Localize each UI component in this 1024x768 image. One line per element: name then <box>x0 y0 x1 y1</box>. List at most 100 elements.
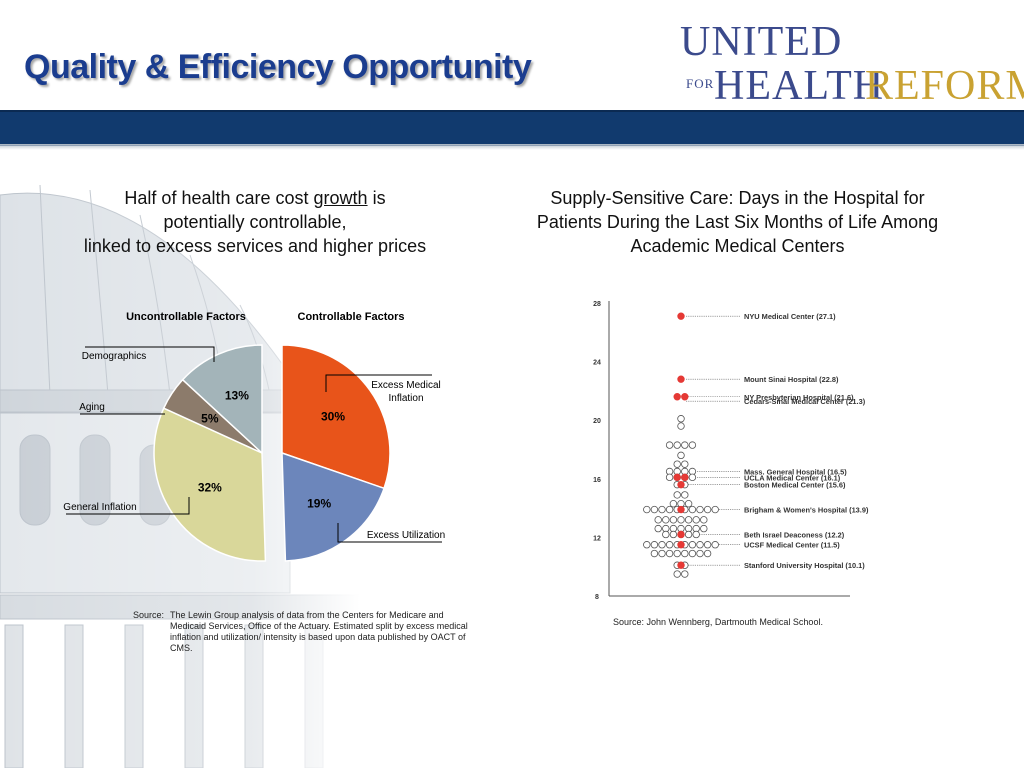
dot-other-hospital <box>673 491 681 499</box>
dot-chart-y-tick-label: 24 <box>593 360 601 367</box>
dot-other-hospital <box>688 505 697 514</box>
dot-other-hospital <box>688 541 697 549</box>
dot-hospital-label-ucla-medical-center-16-1: UCLA Medical Center (16.1) <box>744 473 841 482</box>
dot-hospital-label-mount-sinai-hospital-22-8: Mount Sinai Hospital (22.8) <box>744 375 839 384</box>
pie-slice-demographics <box>181 344 263 455</box>
dot-other-hospital <box>673 460 681 468</box>
dot-other-hospital <box>665 473 674 482</box>
pie-chart: Uncontrollable Factors Controllable Fact… <box>63 311 445 562</box>
dot-other-hospital <box>677 422 685 430</box>
dot-hospital-label-stanford-university-hospital-10-1: Stanford University Hospital (10.1) <box>744 561 865 570</box>
dot-highlighted-hospital <box>677 541 685 549</box>
dot-highlighted-hospital <box>677 561 685 569</box>
dot-other-hospital <box>654 516 662 524</box>
pie-title-line3: linked to excess services and higher pri… <box>83 236 427 256</box>
dot-other-hospital <box>665 441 674 449</box>
dot-title-line1: Supply-Sensitive Care: Days in the Hospi… <box>550 188 925 208</box>
dot-hospital-label-ny-presbyterian-hospital-21-6: NY Presbyterian Hospital (21.6) <box>744 393 854 402</box>
dot-other-hospital <box>692 530 700 539</box>
pie-value-label-general-inflation: 32% <box>198 481 222 495</box>
dot-other-hospital <box>681 570 689 578</box>
pie-title-pre: Half of health care cost <box>124 188 314 208</box>
dot-other-hospital <box>681 549 689 558</box>
dot-other-hospital <box>662 530 670 539</box>
dot-other-hospital <box>703 505 712 514</box>
dot-other-hospital <box>684 500 693 508</box>
dot-chart-y-tick-label: 8 <box>595 594 599 601</box>
dot-highlighted-hospital <box>677 505 685 514</box>
pie-category-label-excess-medical-inflation: Excess Medical <box>371 380 440 391</box>
dot-other-hospital <box>703 549 712 558</box>
dot-highlighted-hospital <box>677 480 685 489</box>
pie-value-label-aging: 5% <box>201 411 219 425</box>
logo-reform-text: REFORM <box>865 63 1024 109</box>
pie-source-label: Source: <box>133 610 165 620</box>
dot-other-hospital <box>677 415 685 423</box>
dot-other-hospital <box>658 541 666 549</box>
logo-health-text: HEALTH <box>714 63 885 109</box>
group-label-controllable: Controllable Factors <box>298 311 405 323</box>
dot-hospital-label-brigham-women-s-hospital-13-9: Brigham & Women's Hospital (13.9) <box>744 506 869 515</box>
dot-panel-title: Supply-Sensitive Care: Days in the Hospi… <box>505 186 970 258</box>
dot-other-hospital <box>711 541 719 549</box>
group-label-uncontrollable: Uncontrollable Factors <box>126 311 246 323</box>
pie-value-label-demographics: 13% <box>225 389 249 403</box>
dot-hospital-label-beth-israel-deaconess-12-2: Beth Israel Deaconess (12.2) <box>744 530 845 539</box>
dot-other-hospital <box>688 441 697 449</box>
dot-chart-source-note: Source: John Wennberg, Dartmouth Medical… <box>613 617 823 627</box>
dot-highlighted-hospital <box>681 473 689 482</box>
dot-other-hospital <box>665 505 674 514</box>
pie-leader-line-demographics <box>85 346 215 362</box>
dot-hospital-label-mass-general-hospital-16-5: Mass. General Hospital (16.5) <box>744 467 847 476</box>
dot-highlighted-hospital <box>673 473 681 482</box>
dot-highlighted-hospital <box>677 530 685 539</box>
dot-other-hospital <box>669 500 678 508</box>
dot-other-hospital <box>696 541 704 549</box>
dot-other-hospital <box>673 570 681 578</box>
pie-leader-line-general-inflation <box>66 497 190 515</box>
pie-source-note: Source: The Lewin Group analysis of data… <box>133 610 473 654</box>
pie-value-label-excess-utilization: 19% <box>307 496 331 510</box>
dot-other-hospital <box>650 505 659 514</box>
dot-other-hospital <box>684 530 693 539</box>
header-band <box>0 110 1024 146</box>
header-band-shadow <box>0 144 1024 150</box>
pie-category-label-excess-utilization: Excess Utilization <box>367 530 445 541</box>
dot-title-line2: Patients During the Last Six Months of L… <box>536 212 939 232</box>
logo-united-text: UNITED <box>680 19 843 65</box>
dot-other-hospital <box>688 473 697 482</box>
dot-other-hospital <box>677 451 685 460</box>
dot-other-hospital <box>696 505 704 514</box>
pie-title-post: is <box>367 188 386 208</box>
dot-other-hospital <box>673 441 681 449</box>
dot-other-hospital <box>681 491 689 499</box>
dot-chart-y-tick-label: 28 <box>593 301 601 308</box>
united-for-health-reform-logo: UNITED FOR HEALTH REFORM <box>680 18 1024 109</box>
dot-other-hospital <box>684 516 693 524</box>
dot-highlighted-hospital <box>677 375 685 383</box>
dot-other-hospital <box>665 541 674 549</box>
dot-title-line3: Academic Medical Centers <box>630 236 845 256</box>
dot-hospital-label-nyu-medical-center-27-1: NYU Medical Center (27.1) <box>744 312 836 321</box>
dot-other-hospital <box>654 524 662 533</box>
logo-for-text: FOR <box>686 76 715 91</box>
dot-other-hospital <box>658 505 666 514</box>
dot-other-hospital <box>643 505 651 514</box>
dot-other-hospital <box>662 516 670 524</box>
pie-slice-general-inflation <box>153 407 267 562</box>
dot-other-hospital <box>703 541 712 549</box>
pie-leader-line-excess-utilization <box>337 523 442 543</box>
pie-slice-excess-medical-inflation <box>281 344 391 490</box>
pie-category-label-general-inflation: General Inflation <box>63 502 136 513</box>
dot-other-hospital <box>677 516 685 524</box>
dot-other-hospital <box>669 530 678 539</box>
hospital-days-dot-chart: 8 12 16 20 24 28 NYU Medical Center (27.1) Mou… <box>593 301 869 601</box>
pie-category-label-demographics: Demographics <box>82 351 146 362</box>
dot-other-hospital <box>700 524 708 533</box>
dot-other-hospital <box>696 549 704 558</box>
pie-panel-title: Half of health care cost growth is poten… <box>40 186 470 258</box>
slide-title: Quality & Efficiency Opportunity <box>24 48 532 86</box>
dot-other-hospital <box>650 549 659 558</box>
dot-other-hospital <box>665 549 674 558</box>
pie-category-label-aging: Aging <box>79 402 105 413</box>
